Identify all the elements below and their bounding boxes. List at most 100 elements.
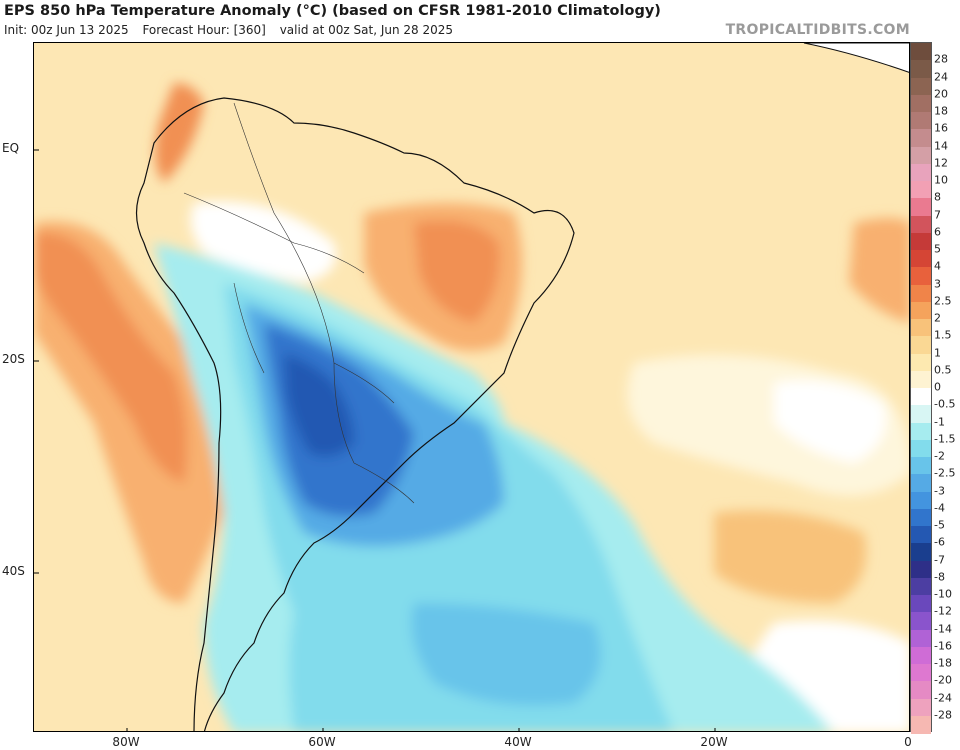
- lon-label-40w: 40W: [504, 735, 532, 749]
- colorbar-swatch: [911, 250, 931, 268]
- colorbar-tick-label: -6: [934, 535, 945, 549]
- colorbar-tick-label: 2: [934, 311, 941, 325]
- colorbar-tick-label: 0: [934, 380, 941, 394]
- colorbar-swatch: [911, 112, 931, 130]
- colorbar-swatch: [911, 577, 931, 596]
- colorbar-swatch: [911, 474, 931, 492]
- colorbar-swatch: [911, 715, 931, 734]
- colorbar-tick-label: 20: [934, 87, 948, 101]
- colorbar-tick-label: -12: [934, 604, 952, 618]
- colorbar-swatch: [911, 198, 931, 216]
- colorbar-tick-label: -8: [934, 570, 945, 584]
- colorbar-swatch: [911, 353, 931, 372]
- colorbar-tick-label: 0.5: [934, 363, 952, 377]
- colorbar-tick-label: -0.5: [934, 397, 956, 411]
- colorbar-tick-label: 24: [934, 70, 948, 83]
- colorbar-tick-label: -1.5: [934, 432, 956, 446]
- colorbar-swatch: [911, 439, 931, 458]
- colorbar-swatch: [911, 267, 931, 285]
- graticule-ticks: [34, 149, 716, 731]
- colorbar-tick-label: -28: [934, 708, 952, 722]
- colorbar-tick-label: 18: [934, 104, 948, 118]
- colorbar-tick-label: -3: [934, 484, 945, 497]
- colorbar-swatch: [911, 388, 931, 406]
- map-title: EPS 850 hPa Temperature Anomaly (°C) (ba…: [4, 3, 661, 19]
- lat-label-eq: EQ: [2, 141, 20, 155]
- colorbar-tick-label: -2: [934, 449, 945, 463]
- colorbar-swatch: [911, 681, 931, 699]
- colorbar-swatch: [911, 181, 931, 199]
- colorbar-tick-label: -10: [934, 587, 952, 601]
- anomaly-map: [33, 42, 910, 732]
- colorbar-swatch: [911, 284, 931, 303]
- colorbar-swatch: [911, 94, 931, 113]
- colorbar-swatch: [911, 370, 931, 389]
- colorbar-swatch: [911, 215, 931, 234]
- colorbar-swatch: [911, 301, 931, 320]
- colorbar-tick-label: 16: [934, 121, 948, 135]
- south-america-coastline: [135, 97, 575, 731]
- colorbar-swatch: [911, 77, 931, 96]
- lon-label-60w: 60W: [308, 735, 336, 749]
- lon-label-0: 0: [904, 735, 912, 749]
- colorbar-tick-label: -2.5: [934, 466, 956, 480]
- colorbar-tick-label: 12: [934, 156, 948, 170]
- colorbar-swatch: [911, 60, 931, 78]
- country-borders: [183, 102, 415, 504]
- colorbar-tick-label: -5: [934, 518, 945, 532]
- colorbar-tick-label: 4: [934, 259, 941, 273]
- colorbar-tick-label: -4: [934, 501, 945, 515]
- colorbar-swatch-top: [911, 43, 931, 61]
- colorbar-swatch: [911, 129, 931, 147]
- colorbar-tick-label: -20: [934, 673, 952, 687]
- colorbar-tick-label: -16: [934, 639, 952, 653]
- colorbar-swatch: [911, 646, 931, 665]
- init-time: Init: 00z Jun 13 2025: [4, 23, 129, 37]
- colorbar-tick-label: -14: [934, 622, 952, 635]
- colorbar-swatch: [911, 163, 931, 182]
- valid-time: valid at 00z Sat, Jun 28 2025: [279, 23, 454, 37]
- lat-label-40s: 40S: [2, 564, 25, 578]
- colorbar-tick-label: -24: [934, 691, 952, 704]
- colorbar-tick-label: 28: [934, 52, 948, 66]
- colorbar: [910, 42, 932, 734]
- colorbar-tick-label: 7: [934, 208, 941, 221]
- brand-watermark: TROPICALTIDBITS.COM: [725, 22, 910, 38]
- colorbar-tick-label: 8: [934, 190, 941, 204]
- colorbar-swatch: [911, 664, 931, 682]
- colorbar-swatch: [911, 526, 931, 544]
- colorbar-swatch: [911, 698, 931, 717]
- colorbar-swatch: [911, 319, 931, 337]
- lon-label-20w: 20W: [700, 735, 728, 749]
- forecast-hour: Forecast Hour: [360]: [142, 23, 266, 37]
- colorbar-swatch: [911, 595, 931, 613]
- colorbar-swatch: [911, 508, 931, 527]
- colorbar-swatch: [911, 405, 931, 423]
- colorbar-swatch: [911, 543, 931, 561]
- colorbar-swatch: [911, 422, 931, 441]
- colorbar-tick-label: -1: [934, 415, 945, 428]
- colorbar-tick-label: 1.5: [934, 328, 952, 342]
- colorbar-tick-label: -18: [934, 656, 952, 670]
- colorbar-tick-label: 3: [934, 277, 941, 290]
- colorbar-tick-label: -7: [934, 553, 945, 566]
- colorbar-tick-label: 2.5: [934, 294, 952, 308]
- colorbar-swatch: [911, 146, 931, 165]
- colorbar-swatch: [911, 491, 931, 510]
- colorbar-tick-label: 1: [934, 346, 941, 359]
- colorbar-tick-label: 14: [934, 139, 948, 152]
- africa-coastline: [803, 43, 909, 73]
- colorbar-tick-label: 6: [934, 225, 941, 239]
- map-subtitle: Init: 00z Jun 13 2025 Forecast Hour: [36…: [4, 23, 463, 37]
- lat-label-20s: 20S: [2, 352, 25, 366]
- colorbar-swatch: [911, 612, 931, 630]
- colorbar-swatch: [911, 560, 931, 579]
- colorbar-swatch: [911, 232, 931, 251]
- colorbar-swatch: [911, 457, 931, 475]
- lon-label-80w: 80W: [112, 735, 140, 749]
- anomaly-map-svg: [34, 43, 909, 731]
- colorbar-swatch: [911, 629, 931, 648]
- colorbar-tick-label: 5: [934, 242, 941, 256]
- colorbar-swatch: [911, 336, 931, 354]
- colorbar-tick-label: 10: [934, 173, 948, 187]
